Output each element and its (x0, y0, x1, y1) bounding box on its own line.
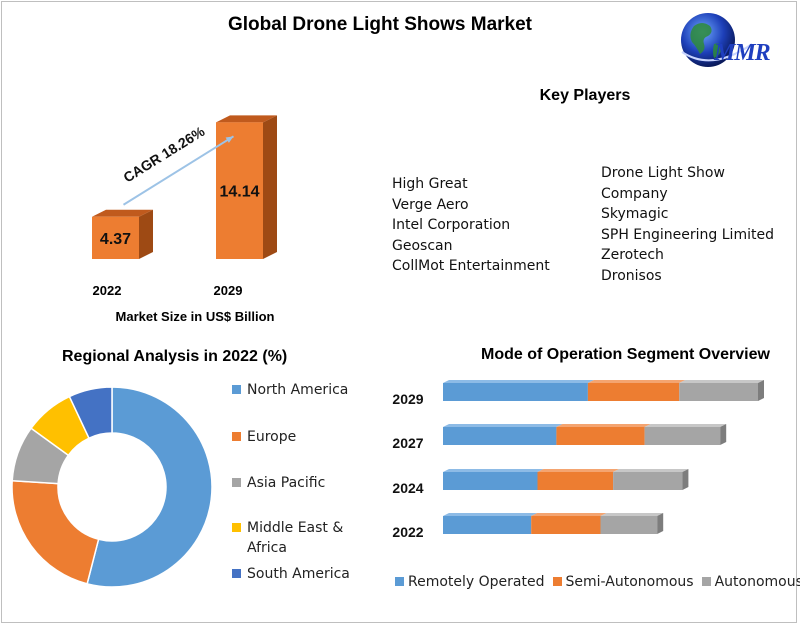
legend-swatch (232, 569, 241, 578)
y-tick-label: 2024 (392, 480, 423, 496)
stack-top (613, 469, 689, 472)
globe-icon (681, 13, 753, 67)
stack-side (758, 380, 764, 401)
legend-swatch (552, 577, 562, 586)
legend-label: Remotely Operated (408, 574, 545, 590)
stack-top (443, 469, 544, 472)
x-tick-label: 2022 (92, 283, 122, 298)
legend-swatch (232, 385, 241, 394)
key-players-left-list: High Great Verge Aero Intel Corporation … (392, 174, 550, 277)
cagr-annotation: CAGR 18.26% (120, 123, 208, 186)
legend-swatch (395, 577, 404, 586)
cagr-arrow (122, 135, 235, 206)
bar (216, 122, 263, 260)
legend-label: Autonomous (714, 574, 800, 590)
bar-top (92, 209, 153, 217)
market-size-axis-label: Market Size in US$ Billion (115, 309, 275, 324)
stack-segment (443, 472, 538, 490)
key-player: CollMot Entertainment (392, 258, 550, 275)
stack-segment (679, 383, 758, 401)
mode-of-operation-chart: 2029 2027 2024 2022 (392, 380, 764, 540)
legend-label: North America (247, 382, 349, 398)
stack-top (531, 513, 607, 516)
key-players-right-list: Drone Light Show Company Skymagic SPH En… (601, 163, 774, 287)
stack-segment (600, 516, 658, 534)
legend-label: Middle East & Africa (247, 520, 344, 556)
mode-legend: Remotely Operated Semi-Autonomous Autonomo… (395, 573, 800, 591)
stack-segment (644, 427, 721, 445)
stack-segment (587, 383, 680, 401)
stack-side (682, 469, 689, 490)
legend-swatch (232, 478, 241, 487)
bar-value-label: 4.37 (100, 231, 131, 248)
stack-side (657, 513, 664, 534)
stack-top (587, 380, 686, 383)
stack-top (537, 469, 620, 472)
legend-item: Remotely Operated (395, 573, 545, 591)
bar-side (139, 209, 153, 259)
y-tick-label: 2029 (392, 391, 423, 407)
stack-segment (556, 427, 645, 445)
page-title: Global Drone Light Shows Market (227, 14, 533, 35)
regional-donut-chart (11, 386, 213, 588)
legend-item: Autonomous (701, 573, 800, 591)
stack-top (600, 513, 664, 516)
key-player: High Great (392, 176, 468, 192)
stack-top (644, 424, 727, 427)
key-player: Geoscan (392, 237, 453, 254)
key-player: Zerotech (601, 247, 664, 264)
y-tick-label: 2027 (392, 435, 423, 451)
donut-slice (11, 479, 100, 585)
legend-item: Semi-Autonomous (552, 573, 694, 591)
market-size-chart: 4.37 14.14 CAGR 18.26% (92, 115, 277, 260)
bar-top (216, 115, 277, 123)
logo-text: MMR (714, 40, 771, 66)
stack-top (443, 380, 594, 383)
key-player: Dronisos (601, 267, 662, 284)
key-player: Drone Light Show (601, 165, 725, 181)
stack-top (679, 380, 764, 383)
bar-value-label: 14.14 (219, 184, 259, 201)
key-player: Intel Corporation (392, 217, 511, 234)
legend-label: Asia Pacific (247, 475, 326, 491)
stack-side (720, 424, 727, 445)
bar-side (263, 115, 277, 260)
mmr-logo: MMR (676, 10, 794, 72)
cagr-arrowhead (225, 136, 234, 143)
stack-segment (443, 427, 557, 445)
legend-swatch (232, 523, 241, 532)
legend-label: Europe (247, 429, 297, 445)
legend-swatch (701, 577, 711, 586)
key-player: Company (601, 185, 668, 202)
key-players-title: Key Players (539, 87, 631, 104)
bar (92, 216, 139, 259)
legend-swatch (232, 432, 241, 441)
legend-label: Semi-Autonomous (565, 574, 694, 590)
key-player: SPH Engineering Limited (601, 226, 774, 243)
stack-segment (531, 516, 601, 534)
stack-segment (443, 383, 588, 401)
x-tick-label: 2029 (213, 283, 243, 298)
stack-segment (613, 472, 683, 490)
key-player: Verge Aero (392, 196, 469, 213)
key-player: Skymagic (601, 206, 669, 223)
stack-top (443, 513, 538, 516)
stack-top (556, 424, 651, 427)
stack-top (443, 424, 563, 427)
stack-segment (537, 472, 614, 490)
y-tick-label: 2022 (392, 524, 423, 540)
donut-slice (86, 386, 213, 588)
regional-chart-title: Regional Analysis in 2022 (%) (62, 348, 288, 365)
donut-slice (68, 386, 113, 440)
legend-label: South America (247, 566, 350, 582)
mode-chart-title: Mode of Operation Segment Overview (481, 346, 770, 363)
stack-segment (443, 516, 532, 534)
